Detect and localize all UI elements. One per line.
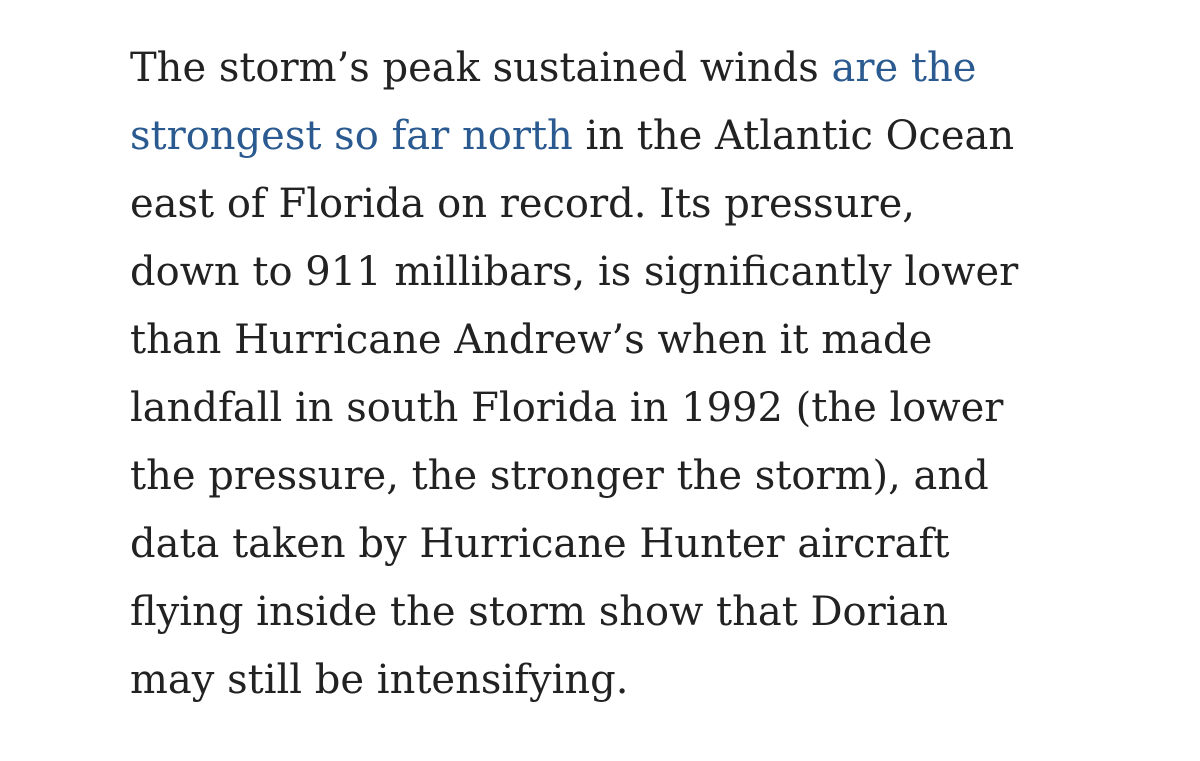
paragraph-line-9: flying inside the storm show that Dorian [130, 589, 949, 635]
paragraph-line-7: the pressure, the stronger the storm), a… [130, 453, 989, 499]
article-paragraph: The storm’s peak sustained winds are the… [130, 34, 1180, 714]
paragraph-line-5: than Hurricane Andrew’s when it made [130, 317, 933, 363]
paragraph-line-10: may still be intensifying. [130, 657, 629, 703]
article-link-strongest-so-far-north[interactable]: are the [831, 45, 977, 91]
paragraph-line-8: data taken by Hurricane Hunter aircraft [130, 521, 950, 567]
paragraph-line-2: strongest so far north in the Atlantic O… [130, 102, 1180, 170]
paragraph-text: The storm’s peak sustained winds [130, 45, 832, 91]
paragraph-line-3: east of Florida on record. Its pressure, [130, 181, 915, 227]
paragraph-line-1: The storm’s peak sustained winds are the [130, 34, 1180, 102]
paragraph-line-6: landfall in south Florida in 1992 (the l… [130, 385, 1004, 431]
paragraph-line-4: down to 911 millibars, is significantly … [130, 249, 1019, 295]
article-link-strongest-so-far-north-continued[interactable]: strongest so far north [130, 113, 573, 159]
paragraph-text: in the Atlantic Ocean [572, 113, 1015, 159]
